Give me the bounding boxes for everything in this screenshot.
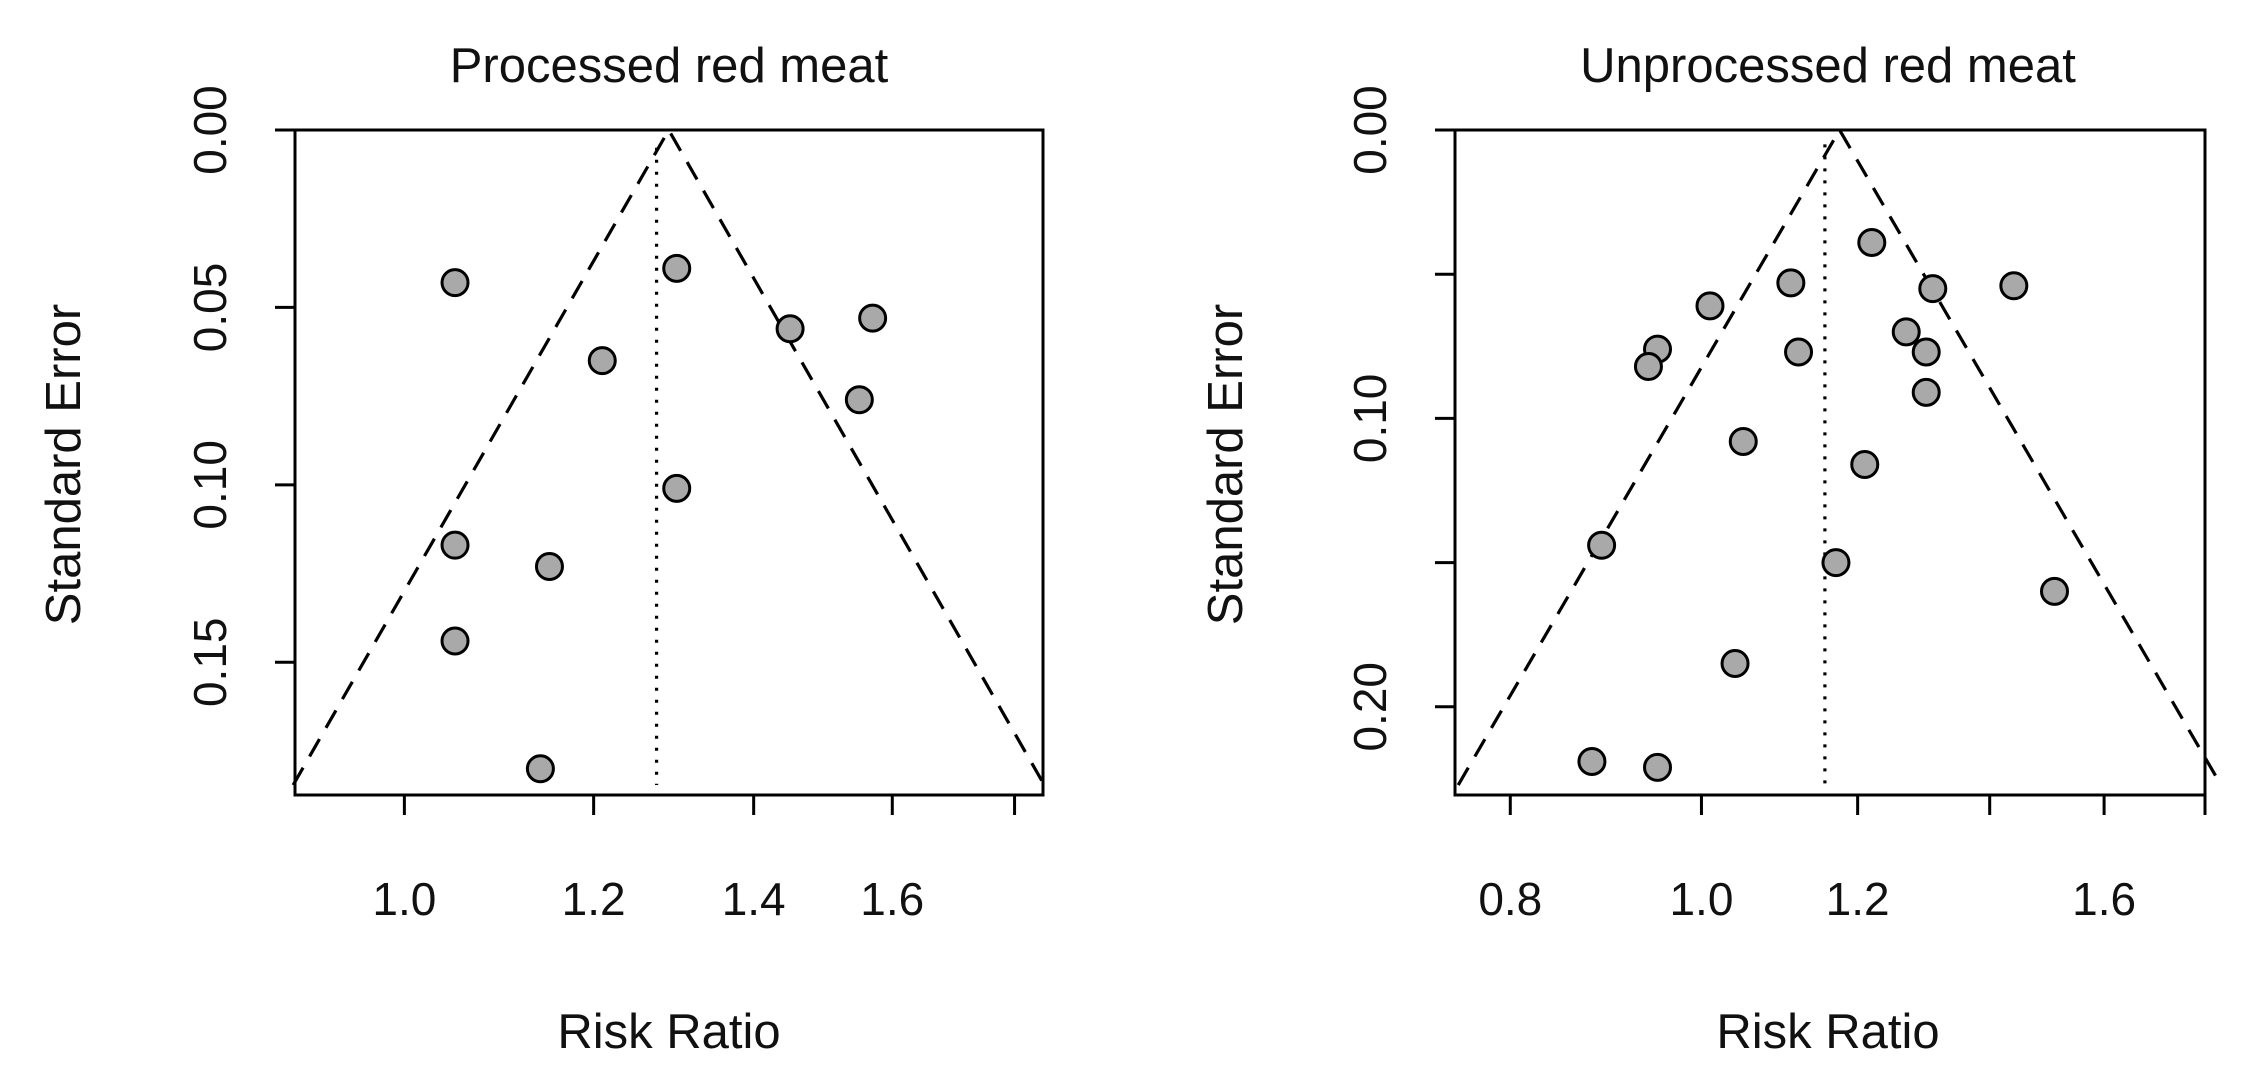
y-axis-label: Standard Error — [37, 304, 91, 625]
funnel-boundary — [1456, 126, 2223, 786]
x-tick-label: 1.0 — [372, 873, 436, 925]
data-point — [440, 626, 470, 656]
plot-frame — [293, 128, 1045, 797]
y-axis-label: Standard Error — [1199, 304, 1253, 625]
x-tick-label: 1.4 — [722, 873, 786, 925]
data-point — [775, 314, 805, 344]
x-axis-label: Risk Ratio — [557, 1005, 780, 1059]
chart-title: Unprocessed red meat — [1580, 39, 2076, 93]
data-point — [662, 473, 692, 503]
y-tick-label: 0.10 — [1344, 374, 1396, 464]
funnel-boundary — [291, 126, 1046, 786]
data-point — [1587, 530, 1617, 560]
data-point — [525, 754, 555, 784]
y-tick-label: 0.00 — [1344, 85, 1396, 175]
chart-title: Processed red meat — [450, 39, 889, 93]
data-point — [844, 385, 874, 415]
data-point — [1999, 271, 2029, 301]
x-tick-label: 1.2 — [562, 873, 626, 925]
x-tick-label: 0.8 — [1478, 873, 1542, 925]
plot-frame — [1453, 128, 2207, 797]
y-tick-label: 0.20 — [1344, 662, 1396, 752]
data-point — [1821, 548, 1851, 578]
data-point — [1911, 377, 1941, 407]
y-tick-label: 0.00 — [184, 85, 236, 175]
data-point — [1891, 317, 1921, 347]
data-point — [1633, 351, 1663, 381]
data-point — [858, 303, 888, 333]
data-point — [534, 551, 564, 581]
data-point — [1695, 291, 1725, 321]
x-axis-label: Risk Ratio — [1716, 1005, 1939, 1059]
x-tick-label: 1.0 — [1669, 873, 1733, 925]
data-point — [662, 253, 692, 283]
funnel-plot-panel-1: Processed red meat 0.00 0.05 0.10 0.15 1.0 1.2… — [37, 39, 1046, 1059]
y-tick-label: 0.15 — [184, 618, 236, 708]
funnel-plot-panel-2: Unprocessed red meat 0.00 0.10 0.20 0.8 1.0 1.… — [1199, 39, 2223, 1059]
data-point — [1911, 337, 1941, 367]
data-point — [440, 530, 470, 560]
data-point — [1577, 747, 1607, 777]
data-point — [1728, 426, 1758, 456]
data-point — [1784, 337, 1814, 367]
data-point — [2040, 576, 2070, 606]
y-tick-label: 0.05 — [184, 263, 236, 353]
data-point — [1643, 752, 1673, 782]
data-point — [1850, 450, 1880, 480]
x-tick-label: 1.6 — [860, 873, 924, 925]
y-tick-label: 0.10 — [184, 440, 236, 530]
data-point — [1918, 274, 1948, 304]
data-point — [1857, 227, 1887, 257]
data-point — [587, 346, 617, 376]
x-tick-label: 1.6 — [2072, 873, 2136, 925]
data-point — [440, 268, 470, 298]
data-point — [1720, 648, 1750, 678]
data-point — [1776, 268, 1806, 298]
x-tick-label: 1.2 — [1826, 873, 1890, 925]
